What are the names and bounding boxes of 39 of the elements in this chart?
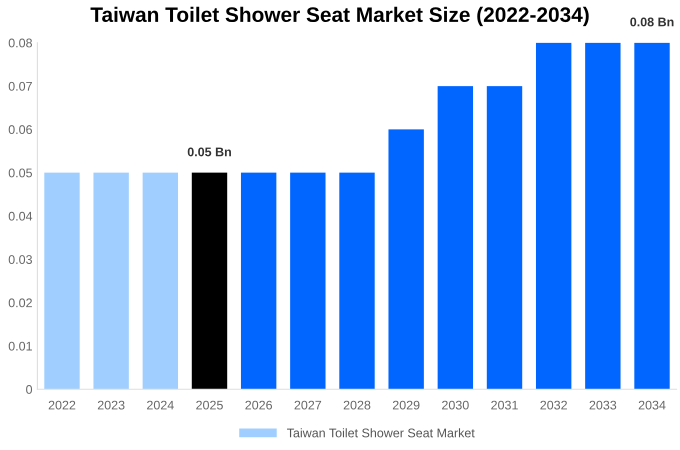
x-tick-label: 2029 (392, 400, 420, 410)
bar (388, 129, 424, 390)
x-tick-label: 2026 (245, 400, 272, 410)
bar (486, 86, 522, 390)
y-tick-label: 0 (26, 385, 32, 394)
x-tick-label: 2034 (638, 400, 666, 410)
y-tick-label: 0.03 (8, 255, 32, 264)
data-label: 0.08 Bn (630, 18, 674, 26)
bar (634, 42, 670, 390)
x-tick-label: 2024 (147, 400, 174, 410)
bar (240, 172, 276, 390)
bar (585, 42, 621, 390)
x-tick-label: 2025 (196, 400, 223, 410)
y-tick-label: 0.02 (8, 298, 32, 308)
y-tick-label: 0.01 (8, 342, 32, 351)
x-tick-label: 2023 (98, 400, 125, 410)
x-tick-label: 2031 (491, 400, 518, 410)
bar (339, 172, 375, 390)
x-tick-label: 2027 (294, 400, 322, 410)
bar (142, 172, 178, 390)
bar (536, 42, 572, 390)
x-tick-label: 2028 (344, 400, 370, 410)
y-tick-label: 0.07 (8, 82, 32, 91)
y-tick-label: 0.06 (8, 125, 32, 134)
data-label: 0.05 Bn (188, 147, 231, 156)
x-tick-label: 2032 (540, 400, 567, 410)
y-tick-label: 0.05 (8, 168, 32, 178)
bar (192, 172, 228, 390)
bar (290, 172, 326, 390)
chart-title: Taiwan Toilet Shower Seat Market Size (2022-2034) (90, 6, 589, 26)
bar (438, 86, 474, 390)
y-tick-label: 0.04 (8, 212, 32, 221)
y-tick-label: 0.08 (8, 38, 32, 48)
legend-label: Taiwan Toilet Shower Seat Market (287, 428, 475, 438)
x-tick-label: 2022 (48, 400, 76, 410)
x-tick-label: 2030 (442, 400, 469, 410)
bar (93, 172, 129, 390)
x-tick-label: 2033 (590, 400, 616, 410)
bar (44, 172, 80, 390)
